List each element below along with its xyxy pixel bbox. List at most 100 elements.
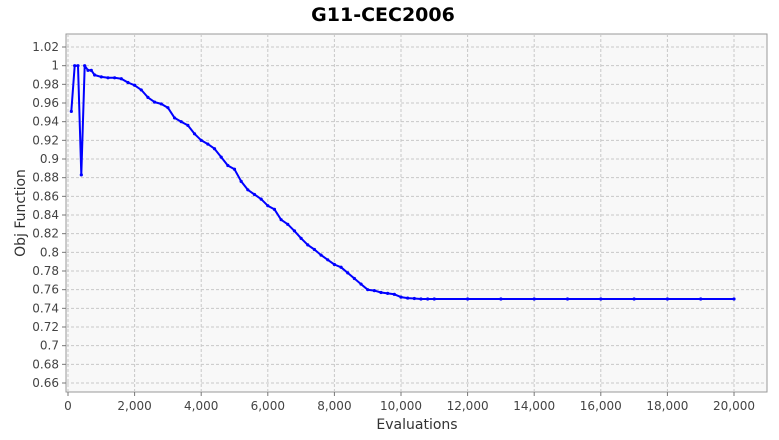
data-point xyxy=(126,80,130,85)
y-axis-label: Obj Function xyxy=(13,169,29,257)
data-point xyxy=(306,243,310,247)
y-tick-label: 0.7 xyxy=(40,339,59,353)
y-tick-label: 0.88 xyxy=(32,171,59,185)
x-tick-label: 0 xyxy=(64,399,72,413)
y-tick-label: 0.84 xyxy=(32,208,59,222)
data-point xyxy=(113,76,117,80)
y-gridlines xyxy=(66,46,767,384)
data-point xyxy=(86,68,90,72)
data-point xyxy=(212,147,217,151)
data-point xyxy=(119,77,123,81)
data-point xyxy=(312,247,317,252)
data-point xyxy=(232,167,237,171)
y-tick-label: 0.78 xyxy=(32,264,59,278)
data-point xyxy=(665,297,670,301)
x-axis-label: Evaluations xyxy=(376,417,457,433)
data-point xyxy=(69,109,73,113)
data-point xyxy=(272,207,277,211)
data-point xyxy=(392,292,396,296)
data-point xyxy=(159,102,163,106)
data-point xyxy=(359,282,363,286)
y-tick-label: 0.94 xyxy=(32,115,59,129)
data-point xyxy=(226,163,230,168)
y-tick-label: 0.8 xyxy=(40,245,59,259)
data-point xyxy=(252,192,257,197)
data-point xyxy=(419,297,423,301)
data-point xyxy=(79,173,83,177)
x-tick-label: 2,000 xyxy=(117,399,151,413)
data-point xyxy=(499,297,503,301)
y-tick-label: 0.74 xyxy=(32,301,59,315)
y-tick-label: 0.72 xyxy=(32,320,59,334)
y-tick-label: 0.9 xyxy=(40,152,59,166)
plot-area xyxy=(65,33,768,393)
y-tick-label: 1 xyxy=(51,59,59,73)
data-point xyxy=(292,229,297,233)
y-tick-label: 0.68 xyxy=(32,357,59,371)
data-point xyxy=(332,262,336,267)
chart-title: G11-CEC2006 xyxy=(311,4,455,26)
data-point xyxy=(386,291,390,295)
y-tick-label: 0.66 xyxy=(32,376,59,390)
x-tick-label: 8,000 xyxy=(317,399,351,413)
data-point xyxy=(286,222,290,226)
data-point xyxy=(152,100,157,104)
x-tick-label: 12,000 xyxy=(447,399,489,413)
x-tick-label: 14,000 xyxy=(513,399,555,413)
data-point xyxy=(532,297,536,301)
data-point xyxy=(186,123,190,127)
data-point xyxy=(632,297,636,301)
data-point xyxy=(199,138,203,142)
data-point xyxy=(366,288,370,292)
data-point xyxy=(699,297,703,301)
data-point xyxy=(599,297,603,301)
data-point xyxy=(406,296,410,300)
data-point xyxy=(219,155,223,159)
y-tick-label: 0.76 xyxy=(32,283,59,297)
y-axis: 0.66 0.68 0.7 0.72 0.74 0.76 0.78 0.8 0.82 0.84 0.… xyxy=(32,40,66,390)
y-tick-label: 1.02 xyxy=(32,40,59,54)
data-point xyxy=(76,64,80,68)
data-point xyxy=(319,253,323,257)
data-point xyxy=(73,64,77,68)
series-group xyxy=(69,64,736,301)
x-tick-label: 4,000 xyxy=(184,399,218,413)
data-point xyxy=(466,297,470,301)
data-point xyxy=(99,75,103,79)
x-tick-label: 18,000 xyxy=(646,399,688,413)
data-point xyxy=(246,188,250,192)
data-point xyxy=(732,297,736,301)
data-point xyxy=(172,116,177,120)
x-tick-label: 6,000 xyxy=(251,399,285,413)
data-point xyxy=(372,289,376,293)
data-point xyxy=(426,297,430,301)
data-point xyxy=(133,83,137,87)
data-point xyxy=(266,204,270,208)
data-point xyxy=(166,106,170,110)
data-point xyxy=(146,95,150,99)
data-point xyxy=(432,297,436,301)
data-point xyxy=(206,142,210,146)
data-point xyxy=(326,258,330,262)
data-point xyxy=(106,76,110,80)
data-point xyxy=(565,297,570,301)
data-point xyxy=(83,64,87,68)
data-point xyxy=(192,132,197,136)
y-tick-label: 0.86 xyxy=(32,189,59,203)
y-tick-label: 0.82 xyxy=(32,227,59,241)
x-tick-label: 20,000 xyxy=(713,399,755,413)
data-point xyxy=(379,290,383,295)
data-point xyxy=(179,120,183,124)
data-point xyxy=(279,218,283,222)
y-tick-label: 0.98 xyxy=(32,77,59,91)
data-point xyxy=(239,179,243,183)
data-point xyxy=(139,88,143,92)
x-tick-label: 10,000 xyxy=(380,399,422,413)
data-point xyxy=(339,265,343,269)
y-tick-label: 0.96 xyxy=(32,96,59,110)
data-point xyxy=(352,276,356,281)
data-point xyxy=(299,236,303,240)
data-point xyxy=(93,73,97,77)
data-point xyxy=(346,271,350,275)
